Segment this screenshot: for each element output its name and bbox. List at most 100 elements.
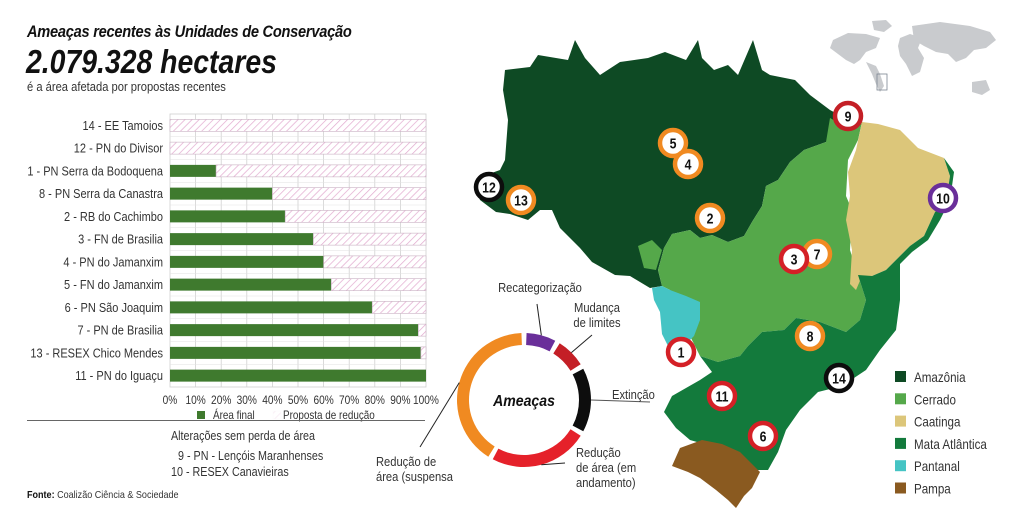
source-credit: Fonte: Coalizão Ciência & Sociedade [27,489,179,501]
bar-proposta-reducao [323,255,427,269]
biome-pantanal [652,286,700,346]
donut-label-line: área (suspensa [376,469,453,484]
infographic-title: Ameaças recentes às Unidades de Conserva… [27,22,352,41]
map-marker-11[interactable]: 11 [706,380,738,412]
map-marker-9[interactable]: 9 [832,100,864,132]
bar-proposta-reducao [330,278,427,291]
category-label: 8 - PN Serra da Canastra [39,188,163,202]
map-marker-8[interactable]: 8 [794,320,826,352]
marker-number: 10 [936,190,950,206]
bar-area-final [170,369,426,382]
headline-subtitle: é a área afetada por propostas recentes [27,79,226,94]
donut-slice [526,333,556,352]
brazil-biome-map [474,40,954,508]
legend-swatch-pampa [895,482,906,494]
category-label: 11 - PN do Iguaçu [75,370,163,384]
marker-ring [672,148,704,180]
donut-center-label: Ameaças [492,392,555,410]
legend-label-area-final: Área final [213,408,255,422]
bar-area-final [170,255,324,268]
category-label: 1 - PN Serra da Bodoquena [27,165,163,179]
marker-ring [778,243,810,275]
donut-slice [492,429,581,467]
marker-number: 2 [707,210,714,226]
marker-number: 8 [807,328,814,344]
leader-line [590,399,651,403]
map-markers: 12 13 54 2 9 10 73 8 1 14 11 6 [473,100,959,452]
donut-label: Redução de área (em andamento) [576,445,636,490]
donut-slice [572,368,591,432]
bar-area-final [170,233,314,246]
map-marker-2[interactable]: 2 [694,202,726,234]
bar-proposta-reducao [420,346,427,360]
bar-area-final [170,164,217,177]
map-marker-13[interactable]: 13 [505,184,537,216]
map-marker-14[interactable]: 14 [823,362,855,394]
bar-proposta-reducao [169,119,427,132]
legend-swatch-mata-atlântica [895,437,906,449]
bar-proposta-reducao [169,141,427,155]
map-marker-10[interactable]: 10 [927,182,959,214]
biome-caatinga [846,122,950,290]
map-marker-12[interactable]: 12 [473,171,505,203]
donut-label-line: de limites [573,315,620,330]
marker-number: 3 [791,251,798,267]
marker-ring [747,420,779,452]
note-item: 10 - RESEX Canavieiras [171,465,289,479]
world-map-inset [830,20,996,95]
map-marker-1[interactable]: 1 [665,336,697,368]
x-tick-label: 50% [288,394,309,407]
bar-chart: 14 - EE Tamoios 12 - PN do Divisor 1 - PN … [27,113,439,422]
bar-proposta-reducao [313,232,427,246]
marker-number: 12 [482,179,496,195]
x-tick-label: 100% [413,394,439,407]
map-marker-5[interactable]: 5 [657,127,689,159]
x-tick-label: 10% [185,394,206,407]
category-label: 12 - PN do Divisor [74,142,163,156]
marker-ring [706,380,738,412]
bar-area-final [170,301,373,314]
map-legend: Amazônia Cerrado Caatinga Mata Atlântica Pan… [895,370,987,497]
x-tick-label: 20% [211,394,232,407]
note-item: 9 - PN - Lençóis Maranhenses [178,449,324,463]
legend-label-proposta: Proposta de redução [283,409,375,422]
marker-ring [694,202,726,234]
donut-label-line: Recategorização [498,280,582,295]
bar-area-final [170,324,419,337]
donut-slice [457,333,522,457]
category-label: 3 - FN de Brasilia [78,233,163,247]
category-label: 4 - PN do Jamanxim [63,256,163,270]
bar-proposta-reducao [284,210,427,223]
donut-label: Extinção [612,387,655,402]
leader-line [536,303,542,336]
x-tick-label: 60% [313,394,334,407]
marker-number: 9 [845,108,852,124]
divider-line [27,420,425,421]
category-label: 14 - EE Tamoios [83,119,164,133]
bar-proposta-reducao [371,301,427,314]
bar-proposta-reducao [418,323,427,337]
marker-number: 13 [514,192,528,208]
leader-line [419,382,460,448]
category-label: 7 - PN de Brasilia [77,324,163,338]
donut-slice [553,343,581,371]
marker-ring [823,362,855,394]
category-label: 5 - FN do Jamanxim [64,279,163,293]
x-tick-label: 0% [163,394,178,407]
marker-number: 1 [678,344,685,360]
source-text: Coalizão Ciência & Sociedade [57,489,179,501]
map-marker-4[interactable]: 4 [672,148,704,180]
marker-number: 11 [715,388,728,404]
legend-label: Pampa [914,482,951,497]
marker-ring [473,171,505,203]
legend-label: Cerrado [914,393,956,408]
marker-number: 5 [670,135,677,151]
marker-ring [505,184,537,216]
category-label: 6 - PN São Joaquim [65,301,164,315]
donut-label: Redução de área (suspensa [376,454,453,484]
source-label: Fonte: [27,489,55,501]
map-marker-3[interactable]: 3 [778,243,810,275]
legend-swatch-pantanal [895,460,906,472]
map-marker-6[interactable]: 6 [747,420,779,452]
